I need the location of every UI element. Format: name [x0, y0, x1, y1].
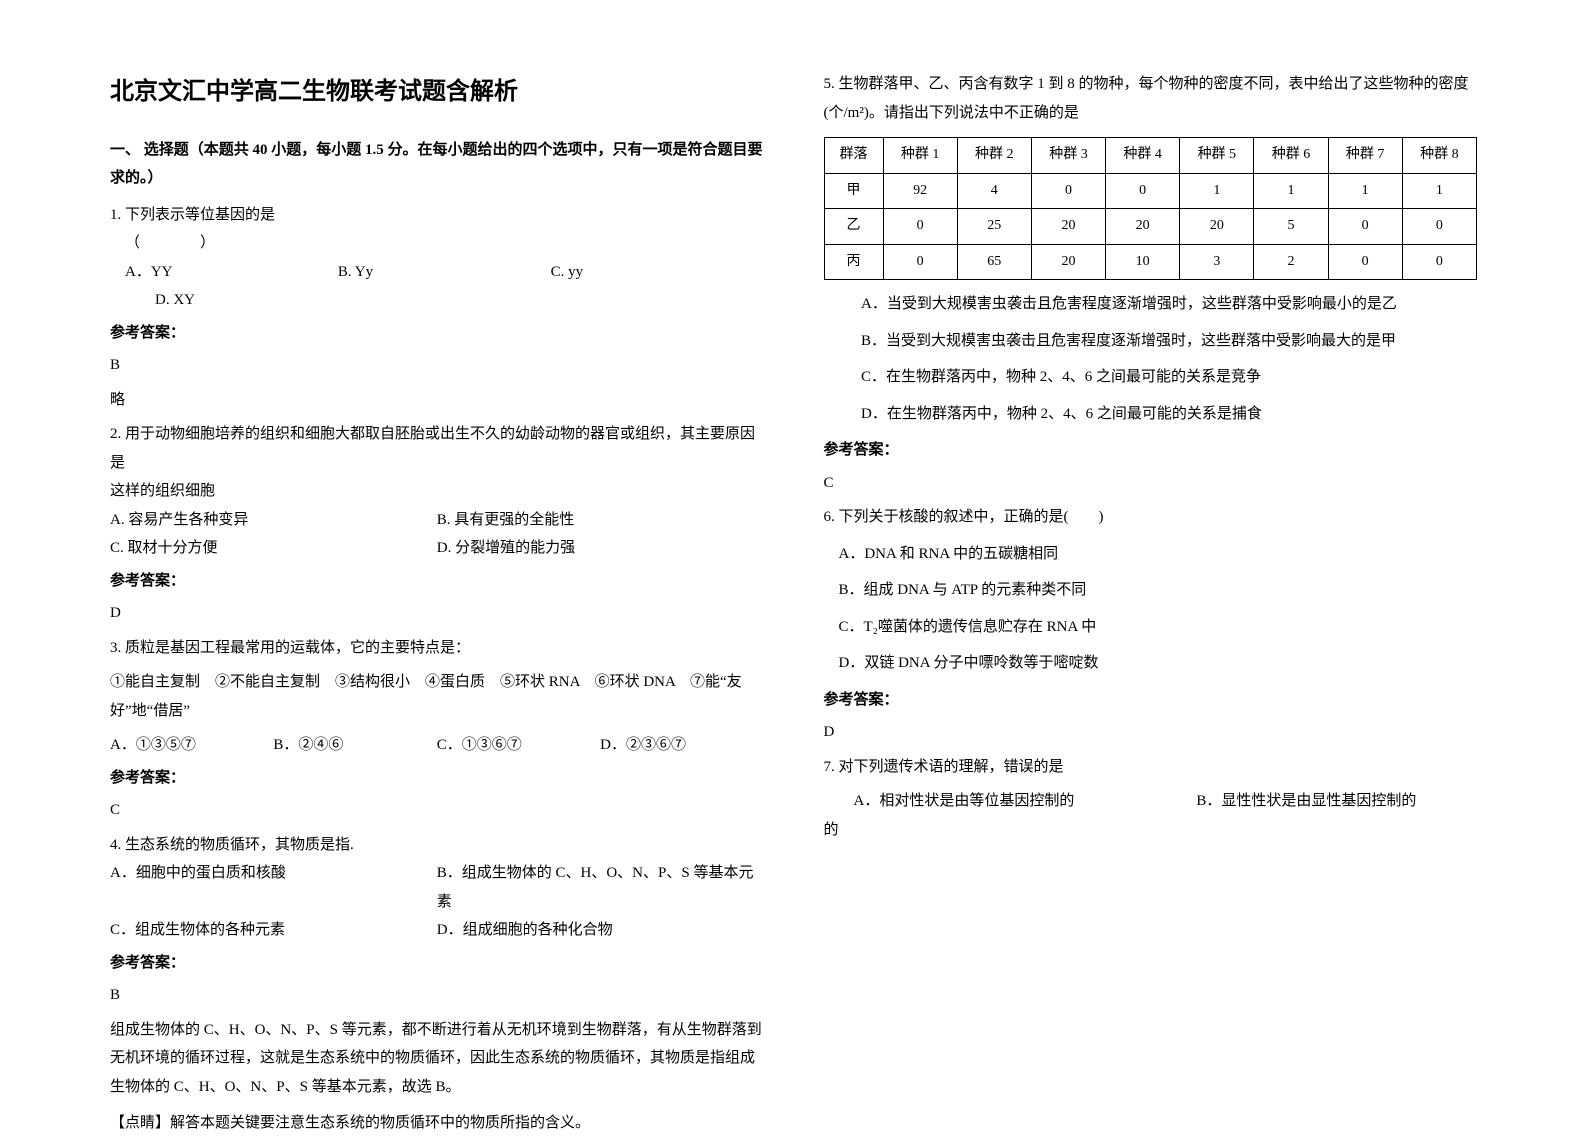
q4-opt-a: A．细胞中的蛋白质和核酸 [110, 859, 437, 916]
q5-ans: C [824, 469, 1478, 498]
q2-ans: D [110, 599, 764, 628]
q2-opt-a: A. 容易产生各种变异 [110, 506, 437, 535]
table-row: 乙025202020500 [824, 209, 1477, 245]
q2-opt-d: D. 分裂增殖的能力强 [437, 534, 764, 563]
table-cell: 0 [1402, 209, 1476, 245]
table-cell: 20 [1106, 209, 1180, 245]
table-header: 种群 2 [957, 138, 1031, 174]
table-cell: 10 [1106, 244, 1180, 280]
table-cell: 1 [1180, 173, 1254, 209]
q7-tail: 的 [824, 816, 1478, 845]
q4-opt-c: C．组成生物体的各种元素 [110, 916, 437, 945]
q6-ans: D [824, 718, 1478, 747]
q1-opt-d: D. XY [110, 286, 764, 315]
q5-opt-c: C．在生物群落丙中，物种 2、4、6 之间最可能的关系是竞争 [824, 363, 1478, 392]
table-cell: 0 [1328, 244, 1402, 280]
q3-opt-d: D．②③⑥⑦ [600, 731, 763, 760]
q2-stem2: 这样的组织细胞 [110, 477, 764, 506]
table-cell: 20 [1031, 244, 1105, 280]
q1-ans: B [110, 351, 764, 380]
q5-stem: 5. 生物群落甲、乙、丙含有数字 1 到 8 的物种，每个物种的密度不同，表中给… [824, 70, 1478, 127]
q4-ans: B [110, 981, 764, 1010]
q1-opt-a: A．YY [110, 258, 338, 287]
table-header: 群落 [824, 138, 883, 174]
q3-ans: C [110, 796, 764, 825]
q4-stem: 4. 生态系统的物质循环，其物质是指. [110, 831, 764, 860]
table-cell: 25 [957, 209, 1031, 245]
q2-ans-label: 参考答案： [110, 567, 764, 596]
table-row: 甲924001111 [824, 173, 1477, 209]
section-heading: 一、 选择题（本题共 40 小题，每小题 1.5 分。在每小题给出的四个选项中，… [110, 136, 764, 193]
q7-opt-b: B．显性性状是由显性基因控制的 [1196, 787, 1477, 816]
table-cell: 0 [883, 244, 957, 280]
q5-table: 群落种群 1种群 2种群 3种群 4种群 5种群 6种群 7种群 8 甲9240… [824, 137, 1478, 280]
table-header: 种群 7 [1328, 138, 1402, 174]
table-cell: 0 [1031, 173, 1105, 209]
q4-explain2: 【点睛】解答本题关键要注意生态系统的物质循环中的物质所指的含义。 [110, 1109, 764, 1138]
table-cell: 0 [1106, 173, 1180, 209]
table-cell: 1 [1254, 173, 1328, 209]
table-cell: 4 [957, 173, 1031, 209]
table-cell: 20 [1031, 209, 1105, 245]
table-cell: 丙 [824, 244, 883, 280]
q6-stem: 6. 下列关于核酸的叙述中，正确的是( ) [824, 503, 1478, 532]
page-title: 北京文汇中学高二生物联考试题含解析 [110, 70, 764, 116]
q1-opt-c: C. yy [551, 258, 764, 287]
table-cell: 乙 [824, 209, 883, 245]
q1-stem: 1. 下列表示等位基因的是 [110, 201, 764, 230]
table-cell: 65 [957, 244, 1031, 280]
table-header: 种群 1 [883, 138, 957, 174]
q1-note: 略 [110, 386, 764, 415]
q5-opt-d: D．在生物群落丙中，物种 2、4、6 之间最可能的关系是捕食 [824, 400, 1478, 429]
q1-paren: （ ） [110, 229, 764, 258]
table-row: 丙06520103200 [824, 244, 1477, 280]
q2-stem1: 2. 用于动物细胞培养的组织和细胞大都取自胚胎或出生不久的幼龄动物的器官或组织，… [110, 420, 764, 477]
table-cell: 0 [1328, 209, 1402, 245]
table-cell: 1 [1328, 173, 1402, 209]
table-cell: 5 [1254, 209, 1328, 245]
q4-opt-b: B．组成生物体的 C、H、O、N、P、S 等基本元素 [437, 859, 764, 916]
q3-ans-label: 参考答案： [110, 764, 764, 793]
q3-opt-b: B．②④⑥ [273, 731, 436, 760]
q3-stem2: ①能自主复制 ②不能自主复制 ③结构很小 ④蛋白质 ⑤环状 RNA ⑥环状 DN… [110, 668, 764, 725]
q7-opt-a: A．相对性状是由等位基因控制的 [854, 787, 1197, 816]
table-header: 种群 4 [1106, 138, 1180, 174]
q6-opt-a: A．DNA 和 RNA 中的五碳糖相同 [824, 540, 1478, 569]
q4-opt-d: D．组成细胞的各种化合物 [437, 916, 764, 945]
q6-opt-c: C．T₂噬菌体的遗传信息贮存在 RNA 中 [824, 613, 1478, 642]
q3-opt-a: A．①③⑤⑦ [110, 731, 273, 760]
table-header: 种群 5 [1180, 138, 1254, 174]
q3-stem1: 3. 质粒是基因工程最常用的运载体，它的主要特点是： [110, 634, 764, 663]
q3-opt-c: C．①③⑥⑦ [437, 731, 600, 760]
table-cell: 1 [1402, 173, 1476, 209]
q1-opt-b: B. Yy [338, 258, 551, 287]
table-header: 种群 8 [1402, 138, 1476, 174]
q7-stem: 7. 对下列遗传术语的理解，错误的是 [824, 753, 1478, 782]
table-cell: 3 [1180, 244, 1254, 280]
table-header: 种群 3 [1031, 138, 1105, 174]
q1-ans-label: 参考答案： [110, 319, 764, 348]
table-cell: 2 [1254, 244, 1328, 280]
q6-ans-label: 参考答案： [824, 686, 1478, 715]
q6-opt-d: D．双链 DNA 分子中嘌呤数等于嘧啶数 [824, 649, 1478, 678]
q5-ans-label: 参考答案： [824, 436, 1478, 465]
q5-opt-b: B．当受到大规模害虫袭击且危害程度逐渐增强时，这些群落中受影响最大的是甲 [824, 327, 1478, 356]
q6-opt-b: B．组成 DNA 与 ATP 的元素种类不同 [824, 576, 1478, 605]
table-header: 种群 6 [1254, 138, 1328, 174]
q4-ans-label: 参考答案： [110, 949, 764, 978]
q5-opt-a: A．当受到大规模害虫袭击且危害程度逐渐增强时，这些群落中受影响最小的是乙 [824, 290, 1478, 319]
table-cell: 甲 [824, 173, 883, 209]
q4-explain1: 组成生物体的 C、H、O、N、P、S 等元素，都不断进行着从无机环境到生物群落，… [110, 1016, 764, 1102]
table-cell: 0 [1402, 244, 1476, 280]
table-cell: 0 [883, 209, 957, 245]
table-cell: 92 [883, 173, 957, 209]
table-cell: 20 [1180, 209, 1254, 245]
q2-opt-c: C. 取材十分方便 [110, 534, 437, 563]
q2-opt-b: B. 具有更强的全能性 [437, 506, 764, 535]
